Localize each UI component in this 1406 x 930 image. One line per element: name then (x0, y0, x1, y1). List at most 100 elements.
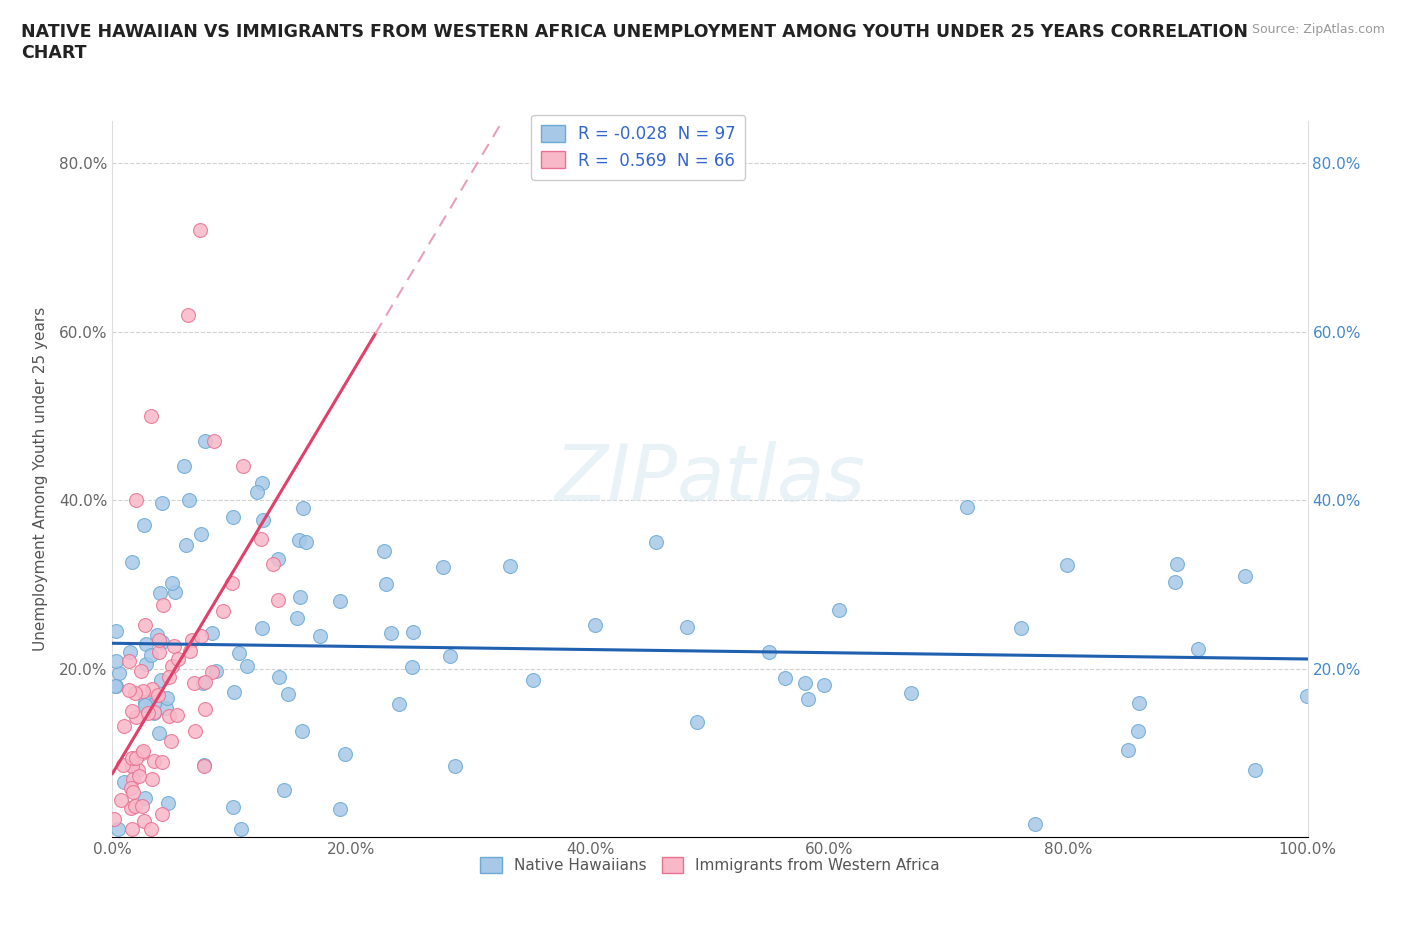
Point (1010, 621, 1032, 636)
Point (205, 663, 228, 678)
Point (143, 753, 166, 768)
Point (121, 758, 143, 773)
Point (401, 659, 423, 674)
Point (179, 644, 201, 658)
Point (222, 510, 245, 525)
Point (134, 695, 156, 710)
Point (201, 664, 224, 679)
Point (150, 495, 173, 510)
Point (105, 623, 128, 638)
Point (190, 526, 212, 541)
Point (132, 744, 155, 759)
Point (155, 701, 177, 716)
Point (107, 821, 129, 836)
Point (222, 684, 245, 699)
Point (132, 814, 155, 829)
Point (112, 718, 135, 733)
Point (194, 675, 217, 690)
Point (277, 686, 299, 701)
Point (267, 551, 290, 566)
Point (142, 705, 165, 720)
Point (1187, 642, 1209, 657)
Point (120, 800, 142, 815)
Point (373, 543, 395, 558)
Point (644, 535, 666, 550)
Point (132, 684, 155, 698)
Point (143, 705, 166, 720)
Point (146, 627, 169, 642)
Point (193, 759, 215, 774)
Point (188, 223, 211, 238)
Point (173, 458, 195, 473)
Point (228, 645, 250, 660)
Point (193, 757, 215, 772)
Point (380, 626, 402, 641)
Point (374, 577, 396, 591)
Point (1126, 724, 1149, 738)
Point (134, 518, 156, 533)
Point (758, 644, 780, 659)
Point (201, 625, 224, 640)
Point (148, 725, 170, 740)
Point (183, 675, 205, 690)
Point (287, 611, 309, 626)
Point (328, 593, 350, 608)
Point (157, 670, 180, 684)
Point (522, 672, 544, 687)
Point (793, 676, 815, 691)
Text: Source: ZipAtlas.com: Source: ZipAtlas.com (1251, 23, 1385, 36)
Point (118, 683, 141, 698)
Point (105, 678, 128, 693)
Point (120, 781, 142, 796)
Point (110, 792, 132, 807)
Point (444, 758, 467, 773)
Point (103, 812, 125, 827)
Point (155, 691, 177, 706)
Point (221, 576, 243, 591)
Point (190, 629, 212, 644)
Point (388, 697, 411, 711)
Point (231, 821, 253, 836)
Point (499, 559, 522, 574)
Point (148, 632, 170, 647)
Point (152, 806, 174, 821)
Point (139, 821, 162, 836)
Point (249, 531, 271, 546)
Point (150, 635, 173, 650)
Point (181, 632, 204, 647)
Point (162, 659, 184, 674)
Point (135, 657, 157, 671)
Point (157, 709, 180, 724)
Point (146, 688, 169, 703)
Point (295, 535, 318, 550)
Point (177, 493, 200, 508)
Text: NATIVE HAWAIIAN VS IMMIGRANTS FROM WESTERN AFRICA UNEMPLOYMENT AMONG YOUTH UNDER: NATIVE HAWAIIAN VS IMMIGRANTS FROM WESTE… (21, 23, 1249, 62)
Point (121, 703, 143, 718)
Point (160, 733, 183, 748)
Point (266, 593, 288, 608)
Point (121, 751, 143, 765)
Point (121, 554, 143, 569)
Point (141, 682, 163, 697)
Point (329, 802, 352, 817)
Point (900, 685, 922, 700)
Point (335, 747, 357, 762)
Point (262, 557, 284, 572)
Point (797, 692, 820, 707)
Point (152, 597, 174, 612)
Point (162, 639, 184, 654)
Point (828, 603, 851, 618)
Point (149, 672, 172, 687)
Point (108, 665, 131, 680)
Point (246, 485, 269, 499)
Point (136, 706, 159, 721)
Point (1056, 558, 1078, 573)
Point (212, 604, 235, 618)
Point (131, 746, 153, 761)
Point (252, 512, 274, 527)
Point (221, 799, 243, 814)
Point (236, 658, 259, 673)
Point (184, 724, 207, 738)
Point (149, 586, 172, 601)
Point (1024, 817, 1046, 831)
